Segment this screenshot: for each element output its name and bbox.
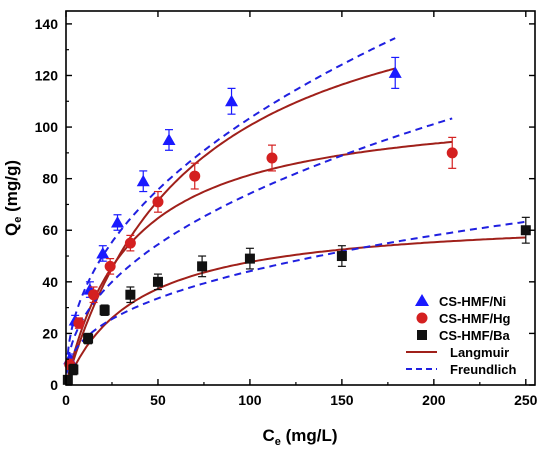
freundlich-fit-curve-1 (65, 117, 453, 371)
square-marker (244, 253, 255, 264)
cs-hmf-hg-point (124, 234, 136, 252)
langmuir-fit-curve-0 (65, 67, 396, 384)
cs-hmf-ba-point (99, 304, 110, 316)
langmuir-fit-curve-2 (65, 236, 526, 385)
legend-label-ni: CS-HMF/Ni (439, 294, 506, 309)
y-tick-label: 100 (35, 119, 59, 135)
y-axis-title: Qe (mg/g) (2, 160, 24, 236)
cs-hmf-ni-point (225, 87, 239, 115)
square-marker (520, 225, 531, 236)
cs-hmf-hg-point (152, 190, 164, 213)
legend-label-hg: CS-HMF/Hg (439, 311, 511, 326)
cs-hmf-ba-point (68, 363, 79, 376)
circle-marker (152, 196, 164, 208)
cs-hmf-ba-point (520, 216, 531, 244)
square-marker (336, 251, 347, 262)
cs-hmf-hg-point (73, 317, 85, 329)
cs-hmf-ni-point (96, 245, 110, 262)
x-axis-title: Ce (mg/L) (262, 426, 337, 448)
triangle-marker (110, 216, 124, 228)
freundlich-fit-curve-2 (65, 220, 526, 374)
y-tick-label: 140 (35, 16, 59, 32)
cs-hmf-ni-point (110, 214, 124, 231)
cs-hmf-ni-point (162, 129, 176, 151)
freundlich-fit-curve-0 (65, 37, 396, 366)
cs-hmf-hg-point (104, 258, 116, 275)
cs-hmf-hg-point (266, 144, 278, 172)
cs-hmf-ba-point (197, 255, 208, 278)
legend: CS-HMF/Ni CS-HMF/Hg CS-HMF/Ba Langmuir F… (406, 294, 517, 377)
cs-hmf-hg-point (446, 136, 458, 169)
cs-hmf-ba-point (62, 374, 73, 385)
square-marker (83, 333, 94, 344)
x-tick-label: 200 (422, 392, 446, 408)
y-tick-label: 80 (42, 171, 58, 187)
x-tick-label: 250 (514, 392, 538, 408)
cs-hmf-ni-point (136, 170, 150, 193)
square-marker (62, 374, 73, 385)
legend-marker-hg (416, 312, 428, 324)
cs-hmf-ba-point (336, 245, 347, 267)
cs-hmf-ba-point (152, 273, 163, 291)
triangle-marker (96, 246, 110, 259)
circle-marker (88, 289, 100, 301)
cs-hmf-ba-point (125, 286, 136, 304)
langmuir-fit-curve-1 (65, 140, 453, 383)
legend-marker-ba (417, 330, 427, 340)
cs-hmf-hg-point (189, 162, 201, 190)
y-tick-label: 20 (42, 325, 58, 341)
triangle-marker (136, 174, 150, 187)
square-marker (197, 261, 208, 272)
y-tick-label: 120 (35, 67, 59, 83)
square-marker (125, 289, 136, 300)
legend-label-ba: CS-HMF/Ba (439, 328, 511, 343)
x-tick-label: 50 (150, 392, 166, 408)
triangle-marker (225, 94, 239, 107)
square-marker (68, 364, 79, 375)
x-tick-label: 100 (238, 392, 262, 408)
cs-hmf-ba-point (244, 247, 255, 270)
circle-marker (124, 237, 136, 249)
legend-marker-ni (415, 294, 429, 306)
y-tick-label: 0 (50, 377, 58, 393)
legend-label-langmuir: Langmuir (450, 345, 509, 360)
data-points (62, 56, 531, 385)
cs-hmf-ni-point (388, 56, 402, 89)
x-tick-label: 150 (330, 392, 354, 408)
circle-marker (266, 152, 278, 164)
axis-ticks: 0 50 100 150 200 250 0 20 40 60 80 100 120 140 (35, 11, 538, 408)
plot-frame (65, 10, 536, 386)
x-tick-label: 0 (62, 392, 70, 408)
legend-label-freundlich: Freundlich (450, 362, 517, 377)
triangle-marker (162, 133, 176, 145)
triangle-marker (388, 66, 402, 78)
y-tick-label: 40 (42, 274, 58, 290)
square-marker (99, 305, 110, 316)
square-marker (152, 276, 163, 287)
circle-marker (446, 147, 458, 159)
circle-marker (104, 260, 116, 272)
cs-hmf-ba-point (83, 332, 94, 345)
y-tick-label: 60 (42, 222, 58, 238)
cs-hmf-hg-point (88, 286, 100, 304)
circle-marker (73, 317, 85, 329)
circle-marker (189, 170, 201, 182)
